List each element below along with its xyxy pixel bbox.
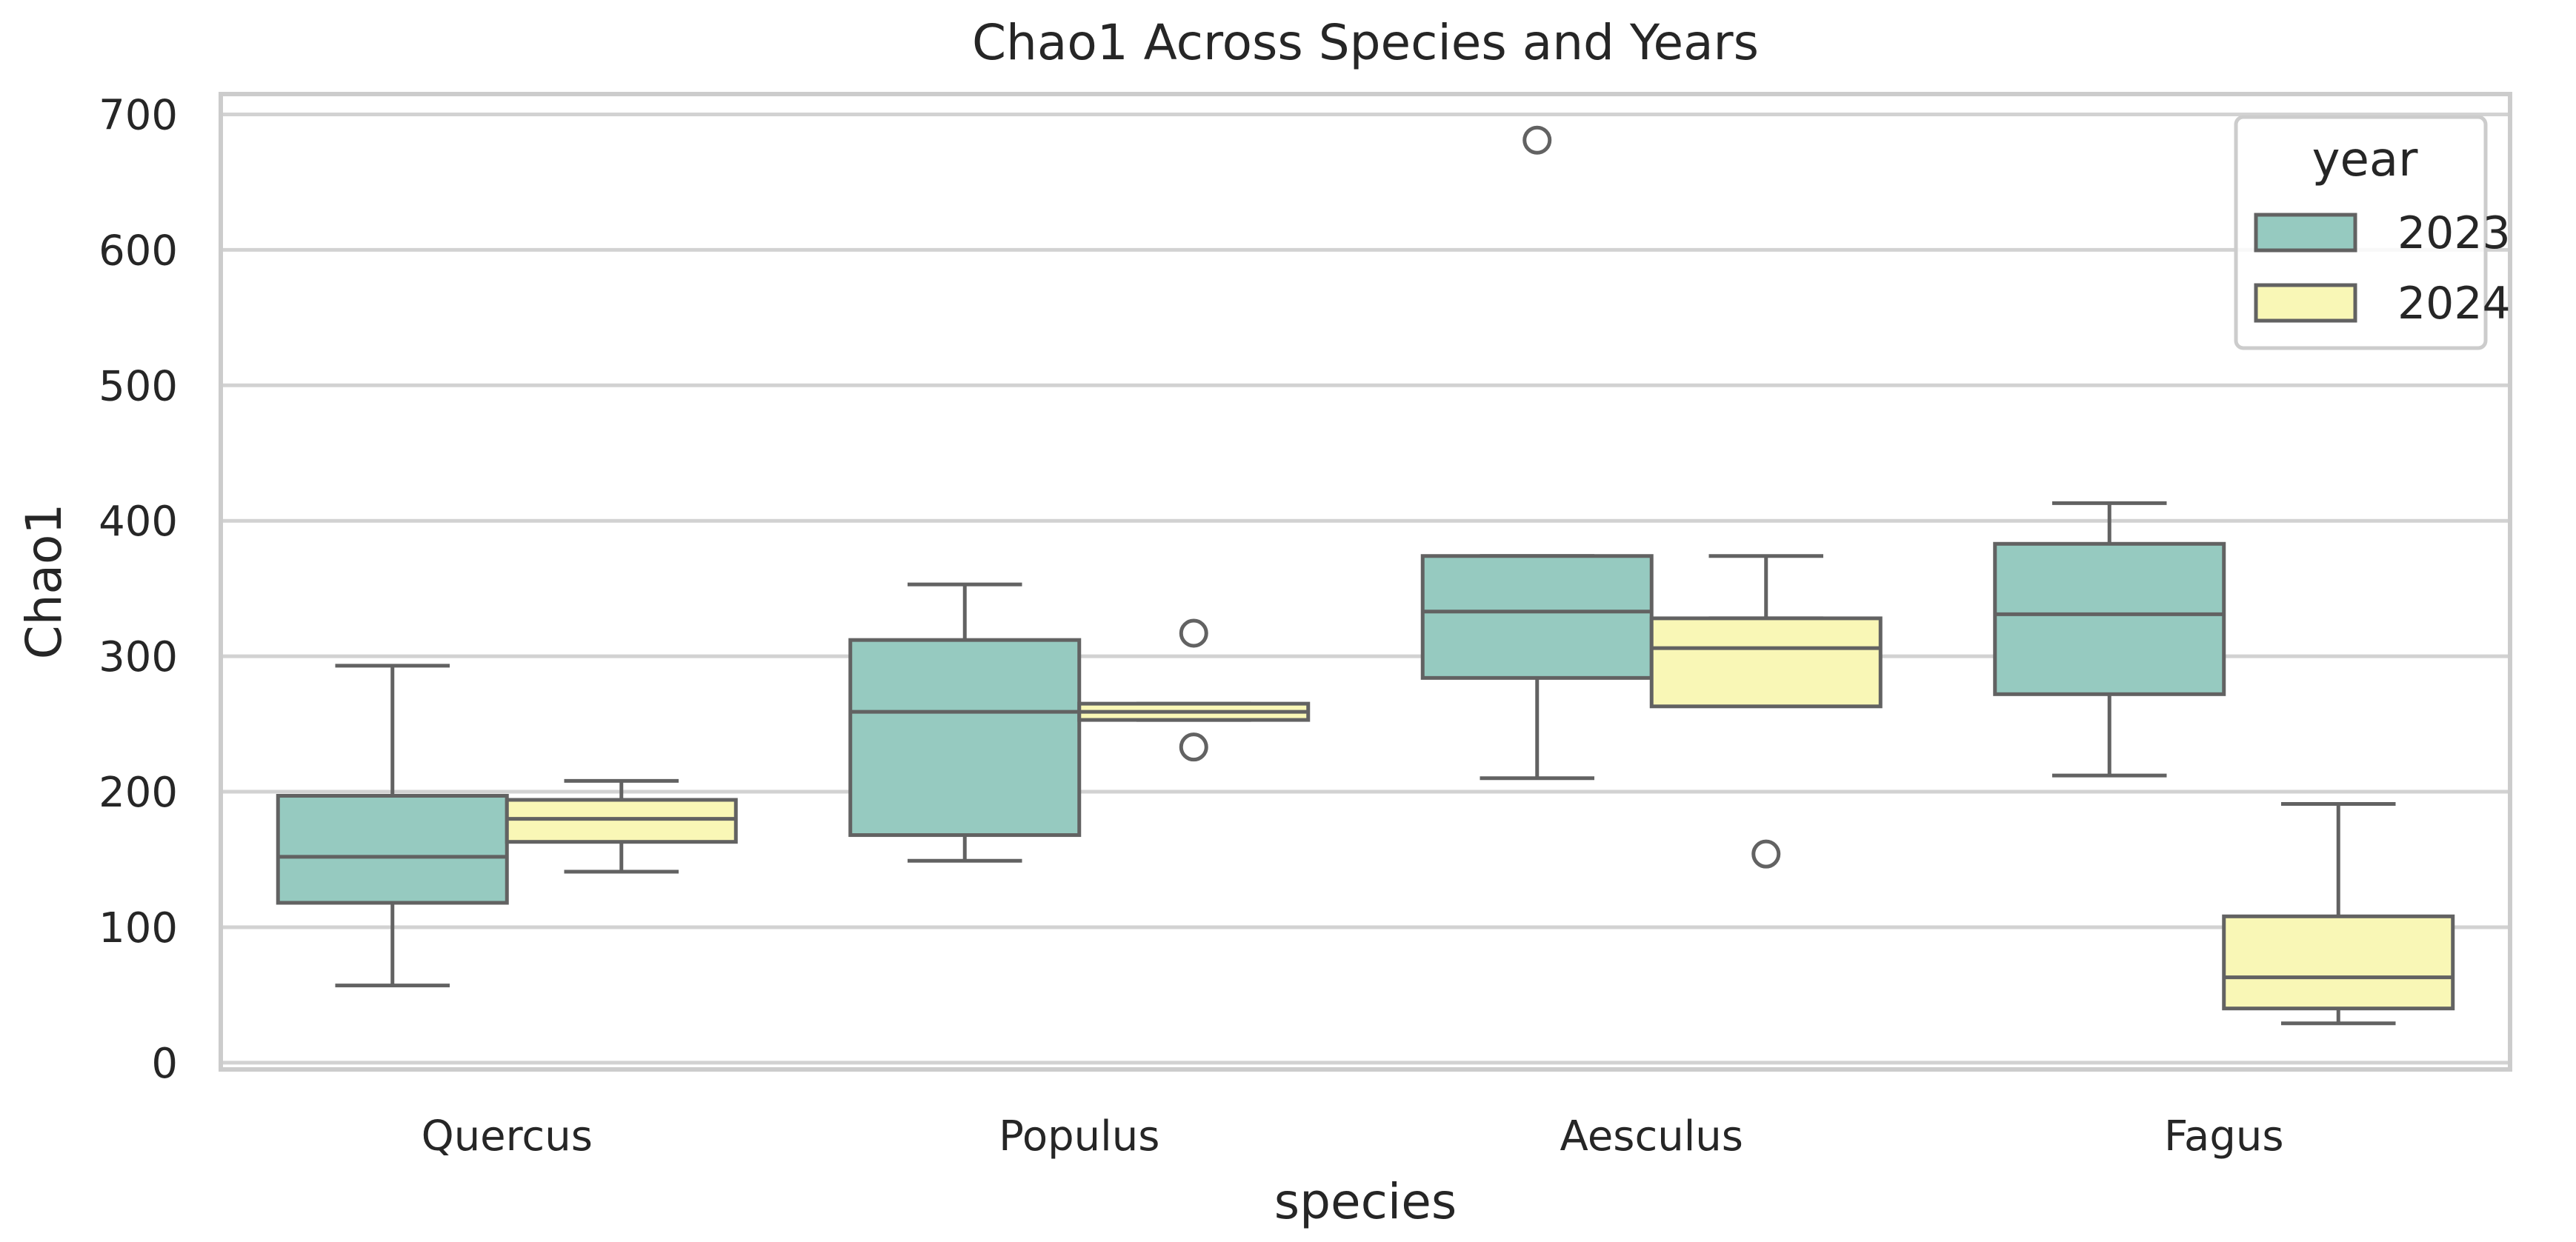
outlier-point — [1179, 618, 1208, 648]
plot-frame — [219, 92, 2512, 1072]
legend-swatch-2024 — [2254, 283, 2357, 323]
y-tick-label-700: 700 — [99, 91, 178, 139]
box-iqr — [2222, 914, 2455, 1011]
box-iqr — [276, 794, 509, 905]
grid-lines — [221, 112, 2510, 1065]
box-fagus-2024 — [2222, 801, 2455, 1026]
box-quercus-2024 — [505, 778, 738, 874]
box-quercus-2023 — [276, 664, 509, 988]
y-tick-label-500: 500 — [99, 362, 178, 410]
box-iqr — [1420, 554, 1654, 680]
legend: year 2023 2024 — [2234, 115, 2511, 350]
outlier-point — [1522, 125, 1552, 155]
box-iqr — [1649, 616, 1883, 709]
y-tick-label-600: 600 — [99, 227, 178, 275]
box-fagus-2023 — [1993, 501, 2226, 778]
outlier-point — [1179, 732, 1208, 762]
x-tick-label-aesculus: Aesculus — [1560, 1112, 1743, 1161]
box-iqr — [1993, 541, 2226, 696]
legend-label-2023: 2023 — [2397, 207, 2511, 259]
boxes — [276, 125, 2455, 1026]
box-iqr — [848, 638, 1082, 838]
box-iqr — [505, 798, 738, 844]
y-tick-label-400: 400 — [99, 498, 178, 546]
y-axis-label: Chao1 — [16, 504, 73, 660]
y-axis-ticks: 0 100 200 300 400 500 600 700 — [99, 91, 178, 1087]
legend-title: year — [2312, 133, 2418, 187]
chart-title: Chao1 Across Species and Years — [972, 14, 1759, 71]
y-tick-label-0: 0 — [151, 1040, 178, 1088]
x-tick-label-fagus: Fagus — [2164, 1112, 2284, 1161]
x-tick-label-populus: Populus — [999, 1112, 1159, 1161]
x-axis-ticks: Quercus Populus Aesculus Fagus — [422, 1112, 2284, 1161]
y-tick-label-200: 200 — [99, 769, 178, 817]
outlier-point — [1751, 839, 1781, 869]
legend-label-2024: 2024 — [2397, 278, 2511, 330]
box-aesculus-2024 — [1649, 554, 1883, 869]
x-tick-label-quercus: Quercus — [422, 1112, 593, 1161]
box-populus-2023 — [848, 582, 1082, 863]
box-populus-2024 — [1077, 618, 1311, 762]
y-tick-label-300: 300 — [99, 633, 178, 681]
box-aesculus-2023 — [1420, 125, 1654, 781]
x-axis-label: species — [1274, 1173, 1457, 1230]
legend-swatch-2023 — [2254, 213, 2357, 253]
y-tick-label-100: 100 — [99, 904, 178, 952]
